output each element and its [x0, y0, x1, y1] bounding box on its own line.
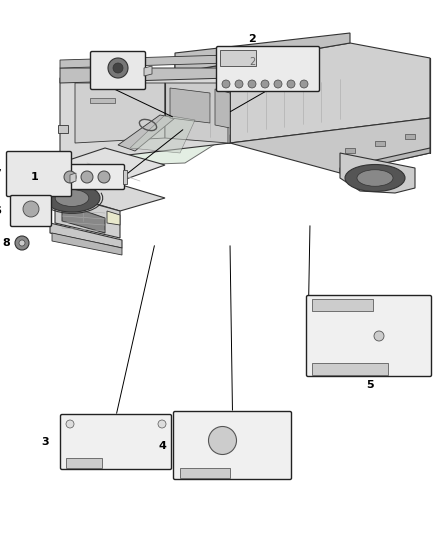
Circle shape: [98, 171, 110, 183]
Polygon shape: [62, 203, 105, 233]
Polygon shape: [215, 89, 230, 128]
Polygon shape: [100, 78, 165, 148]
FancyBboxPatch shape: [57, 165, 124, 190]
Circle shape: [235, 80, 243, 88]
Polygon shape: [70, 173, 76, 183]
Circle shape: [113, 63, 123, 73]
Polygon shape: [340, 148, 430, 173]
Polygon shape: [58, 125, 68, 133]
Polygon shape: [105, 113, 230, 148]
Polygon shape: [60, 148, 165, 183]
Polygon shape: [50, 223, 122, 248]
Circle shape: [81, 171, 93, 183]
Polygon shape: [66, 458, 102, 468]
Polygon shape: [180, 468, 230, 478]
Polygon shape: [118, 115, 175, 151]
FancyBboxPatch shape: [7, 151, 71, 197]
Polygon shape: [100, 88, 165, 115]
Circle shape: [274, 80, 282, 88]
Polygon shape: [60, 193, 78, 208]
Polygon shape: [60, 183, 165, 211]
Circle shape: [23, 201, 39, 217]
Circle shape: [66, 420, 74, 428]
Circle shape: [64, 171, 76, 183]
Polygon shape: [144, 66, 152, 76]
Ellipse shape: [357, 169, 393, 186]
Circle shape: [374, 331, 384, 341]
Circle shape: [208, 426, 237, 455]
Polygon shape: [60, 78, 230, 163]
Polygon shape: [75, 83, 165, 143]
Text: 2: 2: [248, 34, 256, 44]
Polygon shape: [60, 55, 228, 68]
Circle shape: [261, 80, 269, 88]
Circle shape: [248, 80, 256, 88]
Polygon shape: [340, 153, 415, 193]
Polygon shape: [55, 193, 120, 238]
Polygon shape: [175, 100, 195, 105]
Text: 7: 7: [0, 169, 1, 179]
FancyBboxPatch shape: [11, 196, 52, 227]
Circle shape: [19, 240, 25, 246]
Circle shape: [158, 420, 166, 428]
Polygon shape: [107, 211, 120, 225]
Circle shape: [15, 236, 29, 250]
Polygon shape: [175, 63, 230, 143]
Circle shape: [300, 80, 308, 88]
Text: 5: 5: [366, 380, 374, 390]
Polygon shape: [55, 163, 90, 193]
Polygon shape: [345, 148, 355, 153]
Ellipse shape: [55, 190, 89, 206]
Polygon shape: [175, 33, 350, 73]
FancyBboxPatch shape: [307, 295, 431, 376]
Polygon shape: [52, 233, 122, 255]
FancyBboxPatch shape: [91, 52, 145, 90]
Polygon shape: [312, 299, 373, 311]
Polygon shape: [175, 43, 430, 143]
Circle shape: [108, 58, 128, 78]
Ellipse shape: [44, 184, 100, 212]
Circle shape: [287, 80, 295, 88]
Polygon shape: [170, 88, 210, 123]
Text: 2: 2: [249, 57, 255, 67]
Polygon shape: [165, 83, 228, 143]
FancyBboxPatch shape: [60, 415, 172, 470]
Polygon shape: [230, 118, 430, 173]
Polygon shape: [123, 170, 127, 184]
FancyBboxPatch shape: [173, 411, 292, 480]
Text: 6: 6: [0, 206, 1, 216]
Polygon shape: [118, 115, 220, 165]
Circle shape: [222, 80, 230, 88]
Polygon shape: [375, 141, 385, 146]
Polygon shape: [100, 78, 230, 148]
Polygon shape: [312, 363, 388, 375]
Polygon shape: [90, 98, 115, 103]
Text: 1: 1: [31, 172, 39, 182]
Polygon shape: [405, 134, 415, 140]
Ellipse shape: [345, 165, 405, 191]
Text: 4: 4: [158, 441, 166, 451]
Polygon shape: [130, 115, 195, 153]
Polygon shape: [54, 170, 58, 184]
Polygon shape: [220, 50, 256, 66]
FancyBboxPatch shape: [216, 46, 319, 92]
Polygon shape: [60, 68, 230, 83]
Text: 3: 3: [41, 437, 49, 447]
Text: 8: 8: [2, 238, 10, 248]
Polygon shape: [200, 78, 350, 138]
